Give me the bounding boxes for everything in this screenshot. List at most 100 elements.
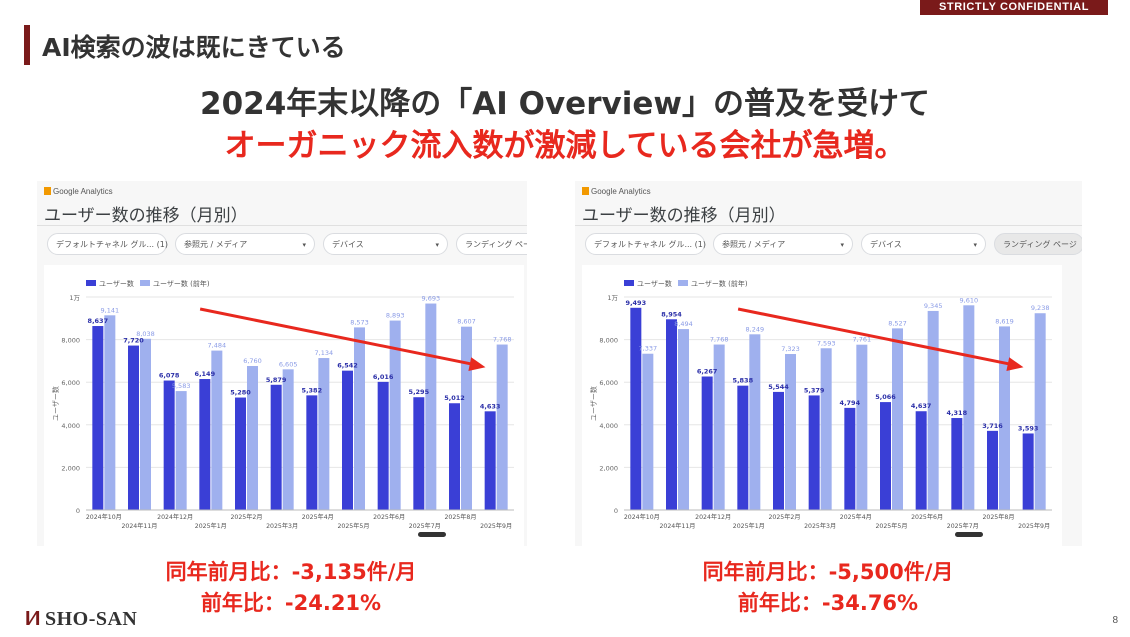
data-label-previous: 9,693 xyxy=(422,295,441,303)
ga-label: Google Analytics xyxy=(44,187,113,196)
filter-landing-page[interactable]: ランディング ページ xyxy=(994,233,1082,255)
y-tick-label: 0 xyxy=(614,507,618,515)
x-tick-label: 2025年3月 xyxy=(266,522,298,530)
bar-current xyxy=(342,370,353,510)
filter-channel-group[interactable]: デフォルトチャネル グル... (1)▾ xyxy=(585,233,717,255)
bar-previous xyxy=(247,366,258,510)
data-label-current: 6,016 xyxy=(373,373,394,381)
data-label-current: 3,716 xyxy=(982,422,1003,430)
x-tick-label: 2025年5月 xyxy=(337,522,369,530)
data-label-previous: 8,619 xyxy=(995,317,1014,325)
y-axis-title: ユーザー数 xyxy=(589,386,598,421)
bar-current xyxy=(915,411,927,510)
x-tick-label: 2025年6月 xyxy=(373,513,405,521)
data-label-previous: 7,593 xyxy=(817,339,836,347)
bar-previous xyxy=(175,391,187,510)
chevron-down-icon: ▾ xyxy=(302,241,306,249)
data-label-previous: 8,893 xyxy=(386,312,405,320)
data-label-previous: 6,605 xyxy=(279,360,298,368)
chart-title: ユーザー数の推移（月別） xyxy=(582,206,786,226)
data-label-current: 6,542 xyxy=(337,362,358,370)
data-label-current: 6,267 xyxy=(697,368,718,376)
data-label-current: 5,382 xyxy=(302,386,323,394)
data-label-current: 5,012 xyxy=(444,394,465,402)
data-label-current: 7,720 xyxy=(123,337,144,345)
data-label-previous: 8,607 xyxy=(457,318,476,326)
bar-previous xyxy=(678,329,689,510)
bar-previous xyxy=(785,354,796,510)
confidential-banner: STRICTLY CONFIDENTIAL xyxy=(920,0,1108,15)
bar-previous xyxy=(1034,313,1046,510)
bar-previous xyxy=(963,305,975,510)
bar-current xyxy=(377,381,389,510)
data-label-previous: 8,494 xyxy=(674,320,693,328)
chevron-down-icon: ▾ xyxy=(840,241,844,249)
data-label-previous: 7,484 xyxy=(208,342,227,350)
x-tick-label: 2025年9月 xyxy=(1018,522,1050,530)
x-tick-label: 2024年11月 xyxy=(122,522,158,530)
data-label-previous: 7,337 xyxy=(639,345,658,353)
scrollbar-handle[interactable] xyxy=(955,532,983,537)
bar-current xyxy=(987,430,998,510)
bar-previous xyxy=(713,344,725,510)
y-tick-label: 4,000 xyxy=(61,422,80,430)
filter-source-medium[interactable]: 参照元 / メディア ▾ xyxy=(175,233,315,255)
y-tick-label: 2,000 xyxy=(599,464,618,472)
bar-current xyxy=(630,307,642,510)
bar-current xyxy=(951,418,963,510)
data-label-current: 8,954 xyxy=(661,310,682,318)
legend-swatch-previous xyxy=(678,280,688,286)
trend-arrow-head-icon xyxy=(1006,357,1024,371)
data-label-previous: 8,249 xyxy=(746,325,765,333)
data-label-current: 9,493 xyxy=(626,299,647,307)
bar-current xyxy=(413,397,425,510)
bar-current xyxy=(808,395,820,510)
bar-current xyxy=(737,385,749,510)
filter-source-medium[interactable]: 参照元 / メディア ▾ xyxy=(713,233,853,255)
legend-swatch-current xyxy=(86,280,96,286)
x-tick-label: 2025年3月 xyxy=(804,522,836,530)
data-label-current: 5,879 xyxy=(266,376,287,384)
y-tick-label: 0 xyxy=(76,507,80,515)
bar-current xyxy=(449,403,460,510)
filter-channel-group[interactable]: デフォルトチャネル グル... (1)▾ xyxy=(47,233,179,255)
filter-device[interactable]: デバイス ▾ xyxy=(323,233,448,255)
analytics-logo-icon xyxy=(582,187,589,195)
bar-previous xyxy=(999,326,1010,510)
data-label-previous: 7,768 xyxy=(710,336,729,344)
x-tick-label: 2025年2月 xyxy=(768,513,800,521)
bar-previous xyxy=(856,344,868,510)
bar-current xyxy=(1022,433,1034,510)
filter-landing-page[interactable]: ランディング ページ xyxy=(456,233,527,255)
bar-previous xyxy=(820,348,832,510)
x-tick-label: 2025年4月 xyxy=(302,513,334,521)
bar-current xyxy=(128,345,139,510)
data-label-previous: 8,527 xyxy=(888,319,907,327)
headline-primary: 2024年末以降の「AI Overview」の普及を受けて xyxy=(200,86,930,122)
y-axis-title: ユーザー数 xyxy=(51,386,60,421)
logo-mark-icon: I∕I xyxy=(25,608,41,630)
data-label-previous: 9,610 xyxy=(960,296,979,304)
y-tick-label: 2,000 xyxy=(61,464,80,472)
bar-previous xyxy=(749,334,761,510)
data-label-previous: 6,760 xyxy=(243,357,262,365)
data-label-previous: 5,583 xyxy=(172,382,191,390)
divider xyxy=(575,225,1082,226)
filter-bar: デフォルトチャネル グル... (1)▾ 参照元 / メディア▾ デバイス▾ ラ… xyxy=(585,233,1082,255)
chart-title: ユーザー数の推移（月別） xyxy=(44,206,248,226)
data-label-previous: 9,345 xyxy=(924,302,943,310)
scrollbar-handle[interactable] xyxy=(418,532,446,537)
y-tick-label: 1万 xyxy=(69,294,80,302)
bar-chart-right: ユーザー数 ユーザー数 (前年)02,0004,0006,0008,0001万ユー… xyxy=(589,279,1052,530)
legend-swatch-previous xyxy=(140,280,150,286)
y-tick-label: 6,000 xyxy=(599,379,618,387)
bar-current xyxy=(880,402,891,510)
analytics-panel-right: Google Analytics ユーザー数の推移（月別） デフォルトチャネル … xyxy=(575,181,1082,546)
legend-label-previous: ユーザー数 (前年) xyxy=(691,279,748,288)
filter-device[interactable]: デバイス ▾ xyxy=(861,233,986,255)
bar-previous xyxy=(104,315,116,510)
data-label-previous: 7,323 xyxy=(781,345,800,353)
data-label-current: 6,149 xyxy=(195,370,216,378)
bar-previous xyxy=(318,358,330,510)
data-label-current: 3,593 xyxy=(1018,424,1039,432)
